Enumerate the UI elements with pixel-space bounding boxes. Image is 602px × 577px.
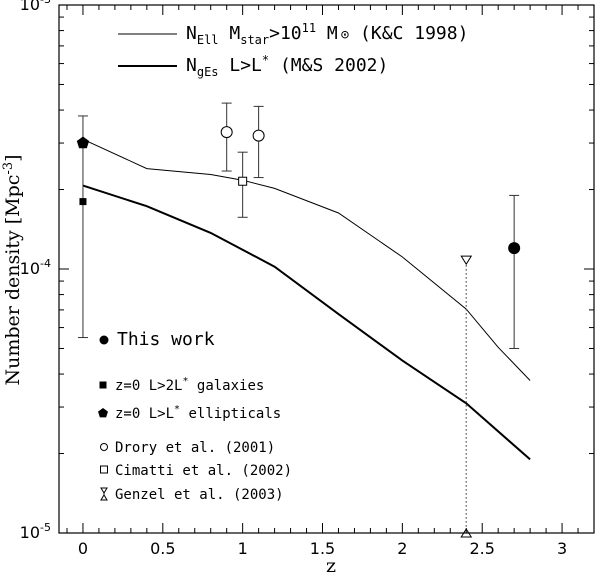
curve-ges [82, 184, 531, 461]
legend-cimatti: Cimatti et al. (2002) [100, 463, 292, 479]
x-axis-label: z [326, 555, 336, 577]
x-tick-label: 1.5 [310, 539, 335, 558]
y-axis-label: Number density [Mpc-3] [1, 154, 24, 385]
legend-curve-ges: NgEs L>L* (M&S 2002) [118, 53, 388, 79]
genzel-lower-marker [460, 528, 473, 538]
cimatti-point [238, 176, 248, 186]
legend-genzel: Genzel et al. (2003) [100, 487, 284, 503]
legend-z0-ellipticals: z=0 L>L* ellipticals [98, 404, 281, 422]
legend-z0-galaxies: z=0 L>2L* galaxies [99, 376, 264, 394]
z0-galaxies-point [79, 198, 87, 206]
y-tick-label: 10-3 [20, 0, 51, 14]
svg-text:Cimatti et al. (2002): Cimatti et al. (2002) [115, 463, 292, 479]
curve-ell [82, 138, 531, 381]
svg-text:This work: This work [117, 329, 215, 350]
legend-this-work: This work [99, 329, 215, 350]
legend-drory: Drory et al. (2001) [100, 440, 275, 456]
genzel-upper-marker [460, 255, 473, 266]
drory-1-point [220, 126, 233, 139]
x-tick-label: 2 [397, 539, 407, 558]
legend-curve-ell: NEll Mstar>1011 M ⊙ (K&C 1998) [118, 21, 468, 47]
model-curves [82, 138, 531, 461]
svg-text:NEll Mstar>1011 M⊙ (K&C 1998): NEll Mstar>1011 M ⊙ (K&C 1998) [186, 21, 468, 47]
x-tick-label: 1 [238, 539, 248, 558]
svg-text:z=0 L>2L* galaxies: z=0 L>2L* galaxies [115, 376, 264, 394]
svg-text:Genzel et al. (2003): Genzel et al. (2003) [115, 487, 284, 503]
x-tick-label: 0.5 [150, 539, 175, 558]
drory-2-point [252, 129, 265, 142]
x-tick-label: 0 [78, 539, 88, 558]
z0-ellipticals-point [76, 136, 90, 149]
x-tick-label: 3 [557, 539, 567, 558]
svg-text:NgEs L>L* (M&S 2002): NgEs L>L* (M&S 2002) [186, 53, 388, 79]
y-tick-label: 10-4 [20, 257, 51, 278]
x-tick-label: 2.5 [469, 539, 494, 558]
this-work-point [508, 242, 521, 255]
svg-text:z=0 L>L* ellipticals: z=0 L>L* ellipticals [115, 404, 281, 422]
y-tick-label: 10-5 [20, 521, 51, 542]
data-points [76, 102, 521, 538]
axis-ticks: 0 0.5 1 1.5 2 2.5 3 10-5 10-4 10-3 [20, 0, 595, 558]
svg-text:Drory et al. (2001): Drory et al. (2001) [115, 440, 275, 456]
